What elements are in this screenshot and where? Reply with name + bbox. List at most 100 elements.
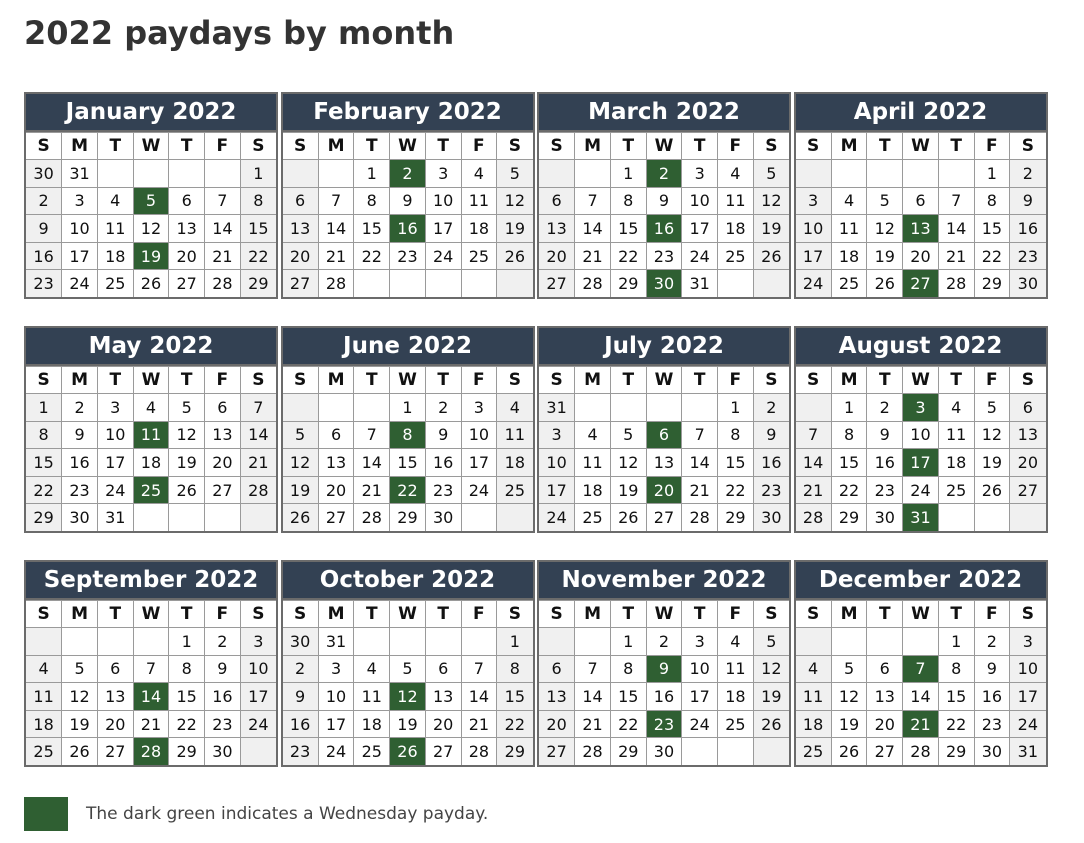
payday-cell: 12 <box>389 682 426 711</box>
day-cell: 12 <box>752 186 789 216</box>
day-cell: 4 <box>132 393 170 422</box>
week-row: 20 21 22 23 24 25 26 <box>282 241 533 271</box>
payday-cell: 22 <box>389 475 426 505</box>
weekday-label: T <box>681 600 719 628</box>
weekday-label: W <box>902 366 939 394</box>
empty-day-cell <box>353 393 391 422</box>
empty-day-cell <box>937 159 975 188</box>
day-cell: 30 <box>204 737 241 766</box>
day-cell: 6 <box>317 420 355 450</box>
day-cell: 14 <box>574 214 611 243</box>
day-cell: 14 <box>353 448 391 477</box>
month-calendar: September 2022 S M T W T F S 1 2 3 4 5 6 7 8 9 10 11 12 13 14… <box>24 560 278 768</box>
month-calendar: August 2022 S M T W T F S 1 2 3 4 5 6 7 8 9 10 11 12 13 14 15 1… <box>793 326 1048 534</box>
day-cell: 7 <box>681 420 719 450</box>
day-cell: 2 <box>973 627 1011 656</box>
day-cell: 4 <box>26 654 63 684</box>
day-cell: 27 <box>317 503 355 532</box>
month-title: May 2022 <box>26 328 276 366</box>
empty-day-cell <box>902 627 939 656</box>
day-cell: 19 <box>866 241 904 271</box>
day-cell: 17 <box>1009 682 1046 711</box>
weekday-label: S <box>26 366 63 394</box>
weekday-label: S <box>1009 600 1046 628</box>
week-row: 16 17 18 19 20 21 22 <box>282 709 533 739</box>
day-cell: 29 <box>389 503 426 532</box>
day-cell: 1 <box>973 159 1011 188</box>
empty-day-cell <box>424 627 462 656</box>
day-cell: 21 <box>681 475 719 505</box>
day-cell: 10 <box>61 214 98 243</box>
day-cell: 18 <box>26 709 63 739</box>
day-cell: 1 <box>830 393 868 422</box>
week-row: 20 21 22 23 24 25 26 <box>539 241 789 271</box>
weekday-label: W <box>645 600 683 628</box>
day-cell: 29 <box>168 737 206 766</box>
weekday-label: T <box>424 132 462 160</box>
month-title: August 2022 <box>795 328 1046 366</box>
payday-cell: 2 <box>389 159 426 188</box>
day-cell: 7 <box>795 420 832 450</box>
weekday-label: T <box>168 132 206 160</box>
day-cell: 31 <box>61 159 98 188</box>
day-cell: 6 <box>424 654 462 684</box>
day-cell: 18 <box>574 475 611 505</box>
day-cell: 18 <box>460 214 498 243</box>
day-cell: 3 <box>795 186 832 216</box>
day-cell: 9 <box>389 186 426 216</box>
week-row: 30 31 1 <box>282 627 533 656</box>
day-cell: 13 <box>204 420 241 450</box>
week-row: 16 17 18 19 20 21 22 <box>26 241 276 271</box>
weekday-label: M <box>61 600 98 628</box>
payday-cell: 21 <box>902 709 939 739</box>
day-cell: 15 <box>609 682 647 711</box>
day-cell: 13 <box>424 682 462 711</box>
day-cell: 16 <box>424 448 462 477</box>
payday-cell: 7 <box>902 654 939 684</box>
day-cell: 25 <box>574 503 611 532</box>
payday-cell: 16 <box>645 214 683 243</box>
day-cell: 21 <box>574 709 611 739</box>
day-cell: 19 <box>282 475 319 505</box>
weekday-label: S <box>795 366 832 394</box>
payday-cell: 28 <box>132 737 170 766</box>
weekday-label: T <box>96 132 134 160</box>
day-cell: 9 <box>26 214 63 243</box>
day-cell: 19 <box>752 214 789 243</box>
week-row: 27 28 29 30 31 <box>539 269 789 298</box>
payday-cell: 25 <box>132 475 170 505</box>
day-cell: 5 <box>752 159 789 188</box>
day-cell: 3 <box>239 627 276 656</box>
day-cell: 31 <box>1009 737 1046 766</box>
day-cell: 14 <box>317 214 355 243</box>
month-calendar: December 2022 S M T W T F S 1 2 3 4 5 6 7 8 9 10 11 12 13 14 1… <box>793 560 1048 768</box>
day-cell: 6 <box>1009 393 1046 422</box>
day-cell: 25 <box>717 241 754 271</box>
day-cell: 30 <box>26 159 63 188</box>
weekday-label: S <box>1009 366 1046 394</box>
month-calendar: November 2022 S M T W T F S 1 2 3 4 5 6 7 8 9 10 11 12 13 14 1… <box>537 560 791 768</box>
empty-day-cell <box>460 269 498 298</box>
week-row: 19 20 21 22 23 24 25 <box>282 475 533 505</box>
weekday-label: M <box>61 366 98 394</box>
day-cell: 20 <box>282 241 319 271</box>
day-cell: 30 <box>645 737 683 766</box>
weekday-label: S <box>26 600 63 628</box>
payday-cell: 17 <box>902 448 939 477</box>
weekday-label: S <box>496 132 533 160</box>
day-cell: 20 <box>424 709 462 739</box>
week-row: 4 5 6 7 8 9 10 <box>26 654 276 684</box>
weekday-label: F <box>973 132 1011 160</box>
day-cell: 30 <box>61 503 98 532</box>
day-cell: 27 <box>282 269 319 298</box>
day-cell: 24 <box>902 475 939 505</box>
day-cell: 10 <box>795 214 832 243</box>
week-row: 11 12 13 14 15 16 17 <box>795 682 1046 711</box>
empty-day-cell <box>539 627 576 656</box>
empty-day-cell <box>96 159 134 188</box>
